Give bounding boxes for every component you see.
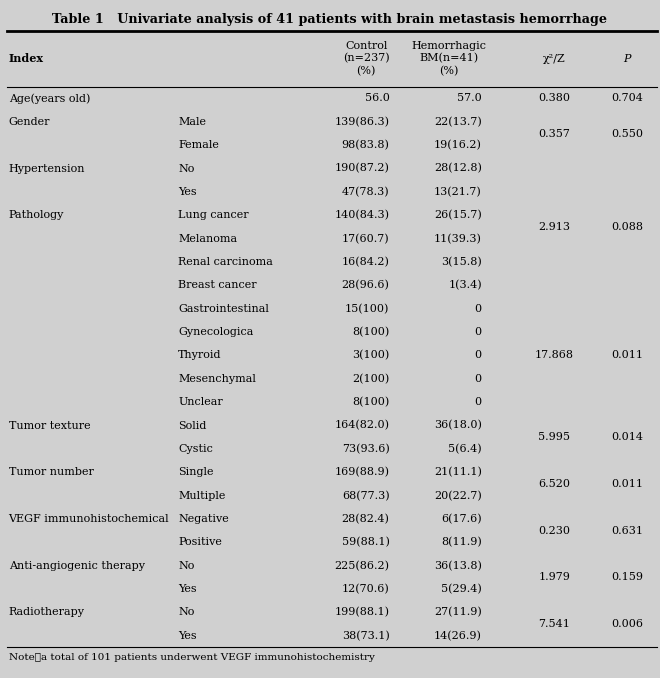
Text: 14(26.9): 14(26.9) (434, 631, 482, 641)
Text: 19(16.2): 19(16.2) (434, 140, 482, 151)
Text: Gastrointestinal: Gastrointestinal (178, 304, 269, 314)
Text: 0.357: 0.357 (539, 129, 570, 138)
Text: 139(86.3): 139(86.3) (335, 117, 389, 127)
Text: Tumor texture: Tumor texture (9, 420, 90, 431)
Text: 164(82.0): 164(82.0) (335, 420, 389, 431)
Text: 5(6.4): 5(6.4) (448, 443, 482, 454)
Text: Multiple: Multiple (178, 491, 226, 500)
Text: 169(88.9): 169(88.9) (335, 467, 389, 477)
Text: 17(60.7): 17(60.7) (342, 233, 389, 244)
Text: 22(13.7): 22(13.7) (434, 117, 482, 127)
Text: 0.230: 0.230 (539, 525, 570, 536)
Text: 0: 0 (475, 351, 482, 361)
Text: 3(15.8): 3(15.8) (441, 257, 482, 267)
Text: 0: 0 (475, 327, 482, 337)
Text: 140(84.3): 140(84.3) (335, 210, 389, 220)
Text: 7.541: 7.541 (539, 619, 570, 629)
Text: 0.011: 0.011 (611, 479, 643, 489)
Text: Anti-angiogenic therapy: Anti-angiogenic therapy (9, 561, 145, 571)
Text: 190(87.2): 190(87.2) (335, 163, 389, 174)
Text: Negative: Negative (178, 514, 229, 524)
Text: Breast cancer: Breast cancer (178, 281, 257, 290)
Text: 12(70.6): 12(70.6) (342, 584, 389, 594)
Text: 0.550: 0.550 (611, 129, 643, 138)
Text: Unclear: Unclear (178, 397, 223, 407)
Text: 5(29.4): 5(29.4) (441, 584, 482, 594)
Text: Melanoma: Melanoma (178, 234, 238, 243)
Text: Hemorrhagic
BM(n=41)
(%): Hemorrhagic BM(n=41) (%) (411, 41, 486, 76)
Text: Control
(n=237)
(%): Control (n=237) (%) (343, 41, 389, 76)
Text: 73(93.6): 73(93.6) (342, 443, 389, 454)
Text: Gynecologica: Gynecologica (178, 327, 253, 337)
Text: Tumor number: Tumor number (9, 467, 94, 477)
Text: No: No (178, 607, 195, 618)
Text: Note：a total of 101 patients underwent VEGF immunohistochemistry: Note：a total of 101 patients underwent V… (9, 653, 374, 662)
Text: Mesenchymal: Mesenchymal (178, 374, 256, 384)
Text: 11(39.3): 11(39.3) (434, 233, 482, 244)
Text: 2(100): 2(100) (352, 374, 389, 384)
Text: 0.011: 0.011 (611, 351, 643, 361)
Text: Positive: Positive (178, 538, 222, 547)
Text: 199(88.1): 199(88.1) (335, 607, 389, 618)
Text: 15(100): 15(100) (345, 304, 389, 314)
Text: 0.631: 0.631 (611, 525, 643, 536)
Text: 1.979: 1.979 (539, 572, 570, 582)
Text: Hypertension: Hypertension (9, 163, 85, 174)
Text: 17.868: 17.868 (535, 351, 574, 361)
Text: 6(17.6): 6(17.6) (441, 514, 482, 524)
Text: 0.006: 0.006 (611, 619, 643, 629)
Text: Yes: Yes (178, 584, 197, 594)
Text: 6.520: 6.520 (539, 479, 570, 489)
Text: 0: 0 (475, 374, 482, 384)
Text: No: No (178, 163, 195, 174)
Text: Single: Single (178, 467, 214, 477)
Text: 28(96.6): 28(96.6) (341, 280, 389, 291)
Text: 0: 0 (475, 397, 482, 407)
Text: Lung cancer: Lung cancer (178, 210, 249, 220)
Text: Gender: Gender (9, 117, 50, 127)
Text: 2.913: 2.913 (539, 222, 570, 232)
Text: χ²/Z: χ²/Z (543, 54, 566, 64)
Text: 98(83.8): 98(83.8) (341, 140, 389, 151)
Text: 36(18.0): 36(18.0) (434, 420, 482, 431)
Text: 0: 0 (475, 304, 482, 314)
Text: Radiotherapy: Radiotherapy (9, 607, 84, 618)
Text: 13(21.7): 13(21.7) (434, 186, 482, 197)
Text: 28(12.8): 28(12.8) (434, 163, 482, 174)
Text: Age(years old): Age(years old) (9, 93, 90, 104)
Text: 0.380: 0.380 (539, 94, 570, 104)
Text: 21(11.1): 21(11.1) (434, 467, 482, 477)
Text: Yes: Yes (178, 631, 197, 641)
Text: Pathology: Pathology (9, 210, 64, 220)
Text: 68(77.3): 68(77.3) (342, 490, 389, 501)
Text: Yes: Yes (178, 187, 197, 197)
Text: 5.995: 5.995 (539, 433, 570, 442)
Text: 225(86.2): 225(86.2) (335, 561, 389, 571)
Text: No: No (178, 561, 195, 571)
Text: 0.088: 0.088 (611, 222, 643, 232)
Text: 1(3.4): 1(3.4) (448, 280, 482, 291)
Text: 57.0: 57.0 (457, 94, 482, 104)
Text: 8(11.9): 8(11.9) (441, 537, 482, 548)
Text: 0.159: 0.159 (611, 572, 643, 582)
Text: VEGF immunohistochemical: VEGF immunohistochemical (9, 514, 169, 524)
Text: 0.014: 0.014 (611, 433, 643, 442)
Text: P: P (623, 54, 631, 64)
Text: Renal carcinoma: Renal carcinoma (178, 257, 273, 267)
Text: 0.704: 0.704 (611, 94, 643, 104)
Text: Table 1   Univariate analysis of 41 patients with brain metastasis hemorrhage: Table 1 Univariate analysis of 41 patien… (53, 13, 607, 26)
Text: 38(73.1): 38(73.1) (342, 631, 389, 641)
Text: 3(100): 3(100) (352, 351, 389, 361)
Text: Cystic: Cystic (178, 444, 213, 454)
Text: 20(22.7): 20(22.7) (434, 490, 482, 501)
Text: Index: Index (9, 53, 44, 64)
Text: 59(88.1): 59(88.1) (341, 537, 389, 548)
Text: 27(11.9): 27(11.9) (434, 607, 482, 618)
Text: 36(13.8): 36(13.8) (434, 561, 482, 571)
Text: 8(100): 8(100) (352, 397, 389, 407)
Text: Solid: Solid (178, 420, 207, 431)
Text: 8(100): 8(100) (352, 327, 389, 337)
Text: Female: Female (178, 140, 219, 151)
Text: 26(15.7): 26(15.7) (434, 210, 482, 220)
Text: 56.0: 56.0 (364, 94, 389, 104)
